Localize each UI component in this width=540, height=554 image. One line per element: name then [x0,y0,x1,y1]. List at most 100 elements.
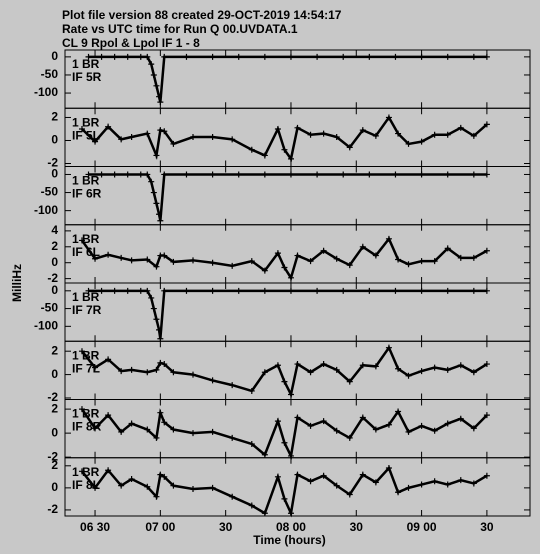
y-tick-label: 0 [51,49,58,63]
data-point [405,140,412,147]
y-tick-label: 0 [51,283,58,297]
data-point [190,134,197,141]
data-point [144,256,151,263]
y-tick-label: -2 [47,449,58,463]
data-point [457,124,464,131]
data-point [372,363,379,370]
data-point [483,53,490,60]
data-point [372,252,379,259]
data-point [229,262,236,269]
data-point [128,476,135,483]
panel-label: 1 BR [72,232,100,246]
data-point [118,254,125,261]
data-point [333,427,340,434]
data-point [320,130,327,137]
data-point [190,485,197,492]
data-point [229,493,236,500]
data-point [470,171,477,178]
y-tick-label: 0 [51,133,58,147]
data-point [150,305,157,312]
data-point [405,484,412,491]
data-point [366,287,373,294]
data-point [470,132,477,139]
data-point [78,237,85,244]
y-tick-label: 0 [51,367,58,381]
data-point [137,53,144,60]
data-point [137,171,144,178]
data-point [359,414,366,421]
data-point [418,368,425,375]
data-point [287,171,294,178]
y-tick-label: -2 [47,156,58,170]
panel-label: IF 6R [72,187,102,201]
y-tick-label: -2 [47,502,58,516]
y-tick-label: -2 [47,271,58,285]
data-point [457,362,464,369]
data-point [150,71,157,78]
x-tick-label: 07 00 [145,520,175,534]
data-point [444,245,451,252]
panel-label: 1 BR [72,57,100,71]
data-point [320,247,327,254]
data-point [156,93,163,100]
data-point [128,134,135,141]
data-point [111,53,118,60]
data-point [405,261,412,268]
data-point [161,53,168,60]
data-point [281,264,288,271]
data-point [405,428,412,435]
data-line [80,236,488,281]
data-point [170,482,177,489]
y-tick-label: -50 [41,67,59,81]
data-point [320,418,327,425]
data-point [287,391,294,398]
data-point [261,53,268,60]
data-point [307,422,314,429]
y-tick-label: 0 [51,425,58,439]
data-line [81,345,488,399]
data-point [92,138,99,145]
data-point [359,362,366,369]
data-point [294,252,301,259]
data-point [209,484,216,491]
data-point [405,372,412,379]
data-point [287,510,294,517]
data-point [144,426,151,433]
data-point [183,53,190,60]
data-point [444,420,451,427]
data-point [385,235,392,242]
data-point [170,140,177,147]
data-line [81,115,488,162]
data-point [287,155,294,162]
data-point [431,478,438,485]
data-point [150,189,157,196]
data-point [98,53,105,60]
y-tick-label: 0 [51,255,58,269]
data-point [78,406,85,413]
data-point [209,134,216,141]
data-point [470,53,477,60]
data-point [124,53,131,60]
y-tick-label: 0 [51,480,58,494]
data-point [92,484,99,491]
data-point [92,425,99,432]
data-point [161,287,168,294]
data-point [153,316,160,323]
data-point [457,415,464,422]
data-point [385,421,392,428]
data-point [307,478,314,485]
data-point [190,371,197,378]
data-point [261,369,268,376]
data-point [137,287,144,294]
data-point [183,171,190,178]
x-tick-label: 30 [219,520,233,534]
data-point [261,510,268,517]
data-point [359,243,366,250]
panel-label: 1 BR [72,174,100,188]
data-point [144,287,151,294]
panel-label: 1 BR [72,115,100,129]
data-point [457,254,464,261]
x-tick-label: 30 [350,520,364,534]
data-point [105,356,112,363]
